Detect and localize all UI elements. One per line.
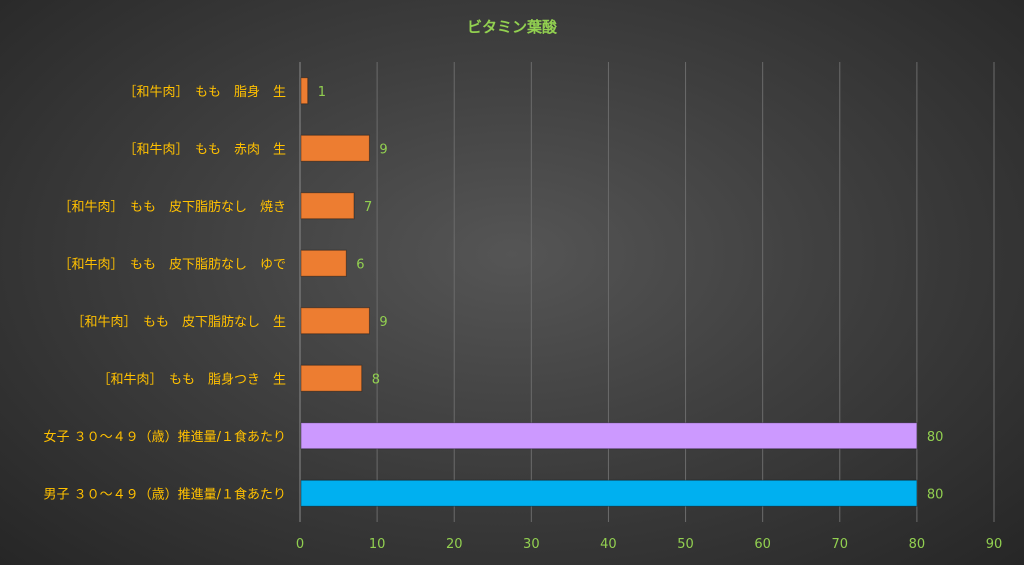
- chart-title: ビタミン葉酸: [467, 18, 558, 36]
- bar: [300, 479, 918, 507]
- bar: [300, 192, 355, 220]
- category-label: ［和牛肉］ もも 脂身つき 生: [97, 371, 286, 387]
- data-label: 80: [927, 430, 944, 445]
- gridlines: [376, 62, 995, 522]
- x-tick-labels: 0 10 20 30 40 50 60 70 80 90: [296, 537, 1002, 552]
- category-label: ［和牛肉］ もも 脂身 生: [123, 84, 286, 100]
- x-tick-label: 0: [296, 537, 304, 552]
- x-tick-label: 60: [754, 537, 771, 552]
- data-label: 1: [318, 85, 326, 100]
- data-label: 7: [364, 200, 372, 215]
- data-label: 9: [379, 315, 387, 330]
- x-tick-label: 80: [909, 537, 926, 552]
- bar: [300, 134, 370, 162]
- bar: [300, 422, 918, 450]
- bar: [300, 307, 370, 335]
- bars: [300, 77, 918, 507]
- data-label: 9: [379, 142, 387, 157]
- x-tick-label: 20: [446, 537, 463, 552]
- data-label: 80: [927, 487, 944, 502]
- x-tick-label: 70: [832, 537, 849, 552]
- category-label: ［和牛肉］ もも 皮下脂肪なし 生: [71, 314, 286, 330]
- category-label: 女子 ３０～４９（歳）推進量/１食あたり: [43, 429, 286, 445]
- category-label: ［和牛肉］ もも 皮下脂肪なし 焼き: [58, 199, 286, 215]
- category-label: ［和牛肉］ もも 皮下脂肪なし ゆで: [58, 256, 286, 272]
- data-labels: 1 9 7 6 9 8 80 80: [318, 85, 944, 503]
- category-label: ［和牛肉］ もも 赤肉 生: [123, 142, 286, 157]
- x-tick-label: 30: [523, 537, 540, 552]
- x-tick-label: 10: [369, 537, 386, 552]
- data-label: 6: [356, 257, 364, 272]
- category-labels: ［和牛肉］ もも 脂身 生 ［和牛肉］ もも 赤肉 生 ［和牛肉］ もも 皮下脂肪な…: [43, 84, 286, 503]
- x-tick-label: 40: [600, 537, 617, 552]
- bar: [300, 77, 309, 105]
- category-label: 男子 ３０～４９（歳）推進量/１食あたり: [43, 486, 286, 502]
- x-tick-label: 50: [677, 537, 694, 552]
- bar: [300, 249, 347, 277]
- data-label: 8: [372, 372, 380, 387]
- x-tick-label: 90: [986, 537, 1003, 552]
- bar: [300, 364, 363, 392]
